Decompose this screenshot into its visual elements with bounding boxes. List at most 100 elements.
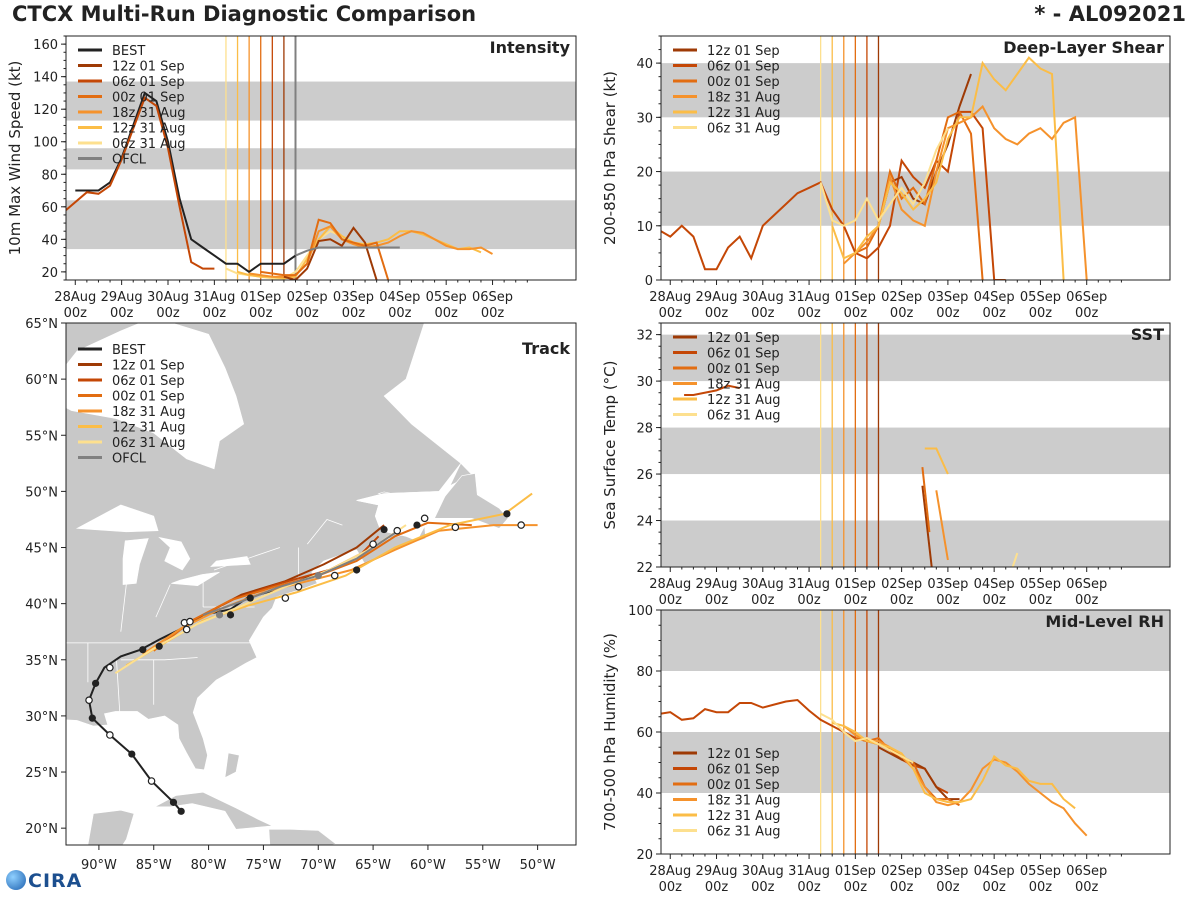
xtick-sublabel: 00z xyxy=(705,880,729,895)
xtick-sublabel: 00z xyxy=(751,880,775,895)
ytick-label: 140 xyxy=(33,71,58,86)
land-yucatan xyxy=(87,809,135,845)
panel-title: Intensity xyxy=(490,38,571,57)
xtick-label: 04Sep xyxy=(379,290,420,305)
lat-tick-label: 40°N xyxy=(25,598,58,613)
legend-label: OFCL xyxy=(112,153,147,168)
land-hispaniola xyxy=(268,828,337,845)
track-point-filled xyxy=(155,642,163,650)
ytick-label: 120 xyxy=(33,103,58,118)
lon-tick-label: 65°W xyxy=(355,858,391,873)
xtick-sublabel: 00z xyxy=(936,880,960,895)
legend-label: 06z 01 Sep xyxy=(707,347,780,362)
xtick-label: 05Sep xyxy=(1020,577,1061,592)
legend-label: 06z 31 Aug xyxy=(707,122,781,137)
xtick-sublabel: 00z xyxy=(751,593,775,608)
xtick-sublabel: 00z xyxy=(982,306,1006,321)
lon-tick-label: 60°W xyxy=(410,858,446,873)
ytick-label: 26 xyxy=(636,468,653,483)
xtick-sublabel: 00z xyxy=(936,593,960,608)
xtick-sublabel: 00z xyxy=(797,306,821,321)
xtick-label: 02Sep xyxy=(287,290,328,305)
xtick-sublabel: 00z xyxy=(342,306,366,321)
series-OFCL xyxy=(295,246,400,257)
page-title: CTCX Multi-Run Diagnostic Comparison xyxy=(12,2,477,26)
ytick-label: 40 xyxy=(41,233,58,248)
y-axis-label: 200-850 hPa Shear (kt) xyxy=(601,71,619,245)
track-point-open xyxy=(106,731,114,739)
ytick-label: 160 xyxy=(33,38,58,53)
legend-label: 06z 31 Aug xyxy=(112,137,186,152)
xtick-label: 01Sep xyxy=(835,577,876,592)
track-point-open xyxy=(330,571,339,580)
xtick-sublabel: 00z xyxy=(705,593,729,608)
xtick-label: 28Aug xyxy=(649,577,691,592)
ytick-label: 80 xyxy=(636,665,653,680)
series-12z-31-Aug xyxy=(831,721,1076,810)
xtick-sublabel: 00z xyxy=(659,880,683,895)
lat-tick-label: 50°N xyxy=(25,485,58,500)
series-12z-01-Sep xyxy=(283,226,378,280)
band-0 xyxy=(661,520,1170,567)
lat-tick-label: 55°N xyxy=(25,429,58,444)
border-8 xyxy=(155,584,171,618)
xtick-sublabel: 00z xyxy=(844,880,868,895)
legend-label: 06z 01 Sep xyxy=(707,763,780,778)
track-18z-31-Aug xyxy=(142,524,538,656)
land-bahamas xyxy=(224,752,240,779)
y-axis-label: 10m Max Wind Speed (kt) xyxy=(6,61,24,256)
series-06z-01-Sep xyxy=(66,96,215,270)
ytick-label: 30 xyxy=(636,375,653,390)
xtick-sublabel: 00z xyxy=(203,306,227,321)
track-point-filled xyxy=(177,807,185,815)
y-axis-label: Sea Surface Temp (°C) xyxy=(601,360,619,529)
lat-tick-label: 65°N xyxy=(25,317,58,332)
band-0 xyxy=(661,732,1170,793)
legend-label: 12z 01 Sep xyxy=(112,359,185,374)
lat-tick-label: 25°N xyxy=(25,766,58,781)
series-06z-01-Sep xyxy=(661,110,1006,280)
track-point-open xyxy=(393,526,402,535)
track-point-filled xyxy=(380,525,388,534)
xtick-label: 28Aug xyxy=(649,290,691,305)
series-18z-31-Aug xyxy=(935,490,949,561)
xtick-label: 02Sep xyxy=(881,290,922,305)
xtick-label: 06Sep xyxy=(1066,864,1107,879)
xtick-sublabel: 00z xyxy=(890,306,914,321)
legend-label: 12z 31 Aug xyxy=(707,393,781,408)
xtick-label: 29Aug xyxy=(696,290,738,305)
land-cuba xyxy=(154,791,274,830)
panel-title: SST xyxy=(1131,325,1164,344)
frame xyxy=(660,322,1171,568)
track-point-open xyxy=(106,663,114,672)
xtick-sublabel: 00z xyxy=(844,593,868,608)
legend-label: 06z 01 Sep xyxy=(112,374,185,389)
xtick-label: 29Aug xyxy=(696,864,738,879)
legend-label: 00z 01 Sep xyxy=(707,778,780,793)
border-11 xyxy=(306,519,343,545)
xtick-label: 06Sep xyxy=(1066,290,1107,305)
band-1 xyxy=(661,427,1170,475)
track-point-filled xyxy=(139,646,147,654)
water-body-1 xyxy=(122,538,149,585)
xtick-label: 30Aug xyxy=(742,864,784,879)
legend-label: 12z 01 Sep xyxy=(112,60,185,75)
ytick-label: 60 xyxy=(41,201,58,216)
xtick-label: 01Sep xyxy=(240,290,281,305)
ytick-label: 22 xyxy=(636,561,653,576)
xtick-sublabel: 00z xyxy=(1075,306,1099,321)
series-00z-01-Sep xyxy=(260,218,390,280)
legend-label: BEST xyxy=(112,44,145,59)
xtick-label: 03Sep xyxy=(927,577,968,592)
xtick-sublabel: 00z xyxy=(797,880,821,895)
series-00z-01-Sep xyxy=(921,466,931,533)
lon-tick-label: 55°W xyxy=(465,858,501,873)
series-06z-31-Aug xyxy=(819,127,949,227)
lon-tick-label: 50°W xyxy=(520,858,556,873)
panel-title: Mid-Level RH xyxy=(1045,612,1164,631)
lon-tick-label: 75°W xyxy=(245,858,281,873)
legend-label: 12z 01 Sep xyxy=(707,44,780,59)
xtick-label: 30Aug xyxy=(742,577,784,592)
legend-label: 12z 01 Sep xyxy=(707,747,780,762)
series-12z-31-Aug xyxy=(831,56,1065,280)
